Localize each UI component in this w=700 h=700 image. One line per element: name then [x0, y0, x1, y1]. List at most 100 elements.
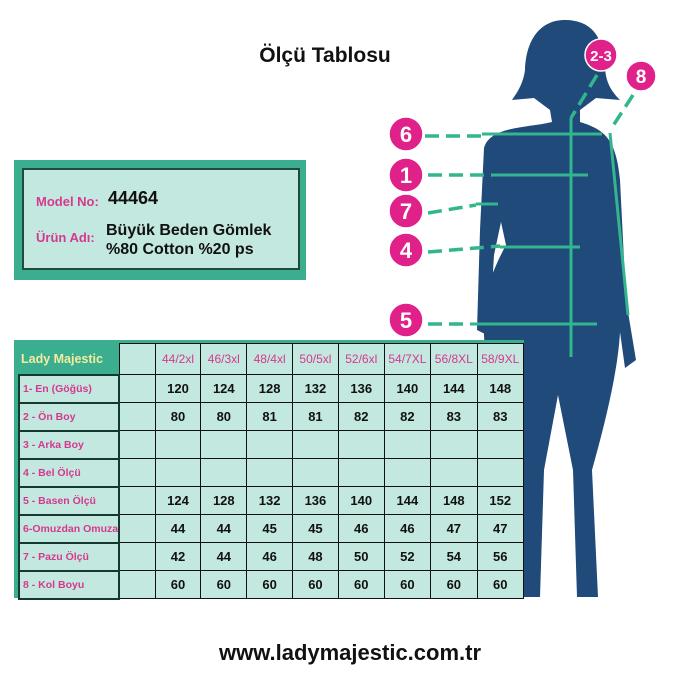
size-table: Lady Majestic 44/2xl 46/3xl 48/4xl 50/5xl 52… — [14, 340, 525, 600]
size-header: 52/6xl — [337, 343, 385, 375]
table-cell — [430, 430, 478, 459]
table-cell — [292, 458, 339, 487]
svg-text:4: 4 — [400, 238, 413, 263]
blank-cell — [118, 542, 156, 571]
table-cell — [430, 458, 478, 487]
product-composition: %80 Cotton %20 ps — [106, 241, 254, 258]
table-cell: 45 — [246, 514, 294, 543]
model-label: Model No: — [36, 194, 99, 209]
svg-text:5: 5 — [400, 308, 412, 333]
table-cell: 46 — [246, 542, 294, 571]
table-cell: 124 — [154, 486, 202, 515]
blank-cell — [118, 374, 156, 403]
table-cell: 46 — [337, 514, 385, 543]
table-row: 8 - Kol Boyu 60 60 60 60 60 60 60 60 — [17, 569, 525, 600]
size-header: 46/3xl — [200, 343, 248, 375]
table-cell: 80 — [200, 402, 248, 431]
size-header: 50/5xl — [292, 343, 339, 375]
table-cell — [154, 430, 202, 459]
table-cell: 152 — [476, 486, 525, 515]
table-cell: 140 — [383, 374, 432, 403]
table-cell: 148 — [476, 374, 525, 403]
table-cell — [383, 430, 432, 459]
table-cell: 83 — [476, 402, 525, 431]
table-cell: 148 — [430, 486, 478, 515]
table-cell: 82 — [337, 402, 385, 431]
table-cell: 47 — [430, 514, 478, 543]
badge-6: 6 — [388, 116, 424, 152]
table-cell: 132 — [246, 486, 294, 515]
table-cell: 60 — [200, 570, 248, 599]
badge-4: 4 — [388, 232, 424, 268]
badge-2-3: 2-3 — [584, 38, 618, 72]
row-label: 5 - Basen Ölçü — [17, 485, 121, 516]
row-label: 3 - Arka Boy — [17, 429, 121, 460]
badge-7: 7 — [388, 193, 424, 229]
table-cell: 140 — [337, 486, 385, 515]
row-label: 8 - Kol Boyu — [17, 569, 121, 600]
table-cell: 46 — [383, 514, 432, 543]
table-cell — [200, 430, 248, 459]
model-value: 44464 — [108, 188, 159, 208]
svg-text:7: 7 — [400, 199, 412, 224]
table-cell: 128 — [246, 374, 294, 403]
blank-cell — [118, 343, 156, 375]
table-cell — [292, 430, 339, 459]
sleeve-line — [608, 132, 630, 316]
website-url[interactable]: www.ladymajestic.com.tr — [218, 640, 482, 665]
blank-cell — [118, 430, 156, 459]
table-cell: 60 — [154, 570, 202, 599]
row-label: 1- En (Göğüs) — [17, 373, 121, 404]
table-cell: 81 — [292, 402, 339, 431]
table-cell: 60 — [337, 570, 385, 599]
table-cell: 120 — [154, 374, 202, 403]
table-cell — [200, 458, 248, 487]
table-cell: 60 — [430, 570, 478, 599]
table-cell — [246, 458, 294, 487]
svg-text:1: 1 — [400, 163, 412, 188]
row-label: 4 - Bel Ölçü — [17, 457, 121, 488]
table-cell: 128 — [200, 486, 248, 515]
table-row: 6-Omuzdan Omuza 44 44 45 45 46 46 47 47 — [17, 513, 525, 544]
table-cell: 83 — [430, 402, 478, 431]
table-cell: 60 — [292, 570, 339, 599]
table-cell: 144 — [430, 374, 478, 403]
table-cell — [337, 458, 385, 487]
table-row: 2 - Ön Boy 80 80 81 81 82 82 83 83 — [17, 401, 525, 432]
table-cell — [383, 458, 432, 487]
table-cell: 44 — [200, 514, 248, 543]
table-cell: 60 — [383, 570, 432, 599]
size-header: 48/4xl — [246, 343, 294, 375]
table-cell: 56 — [476, 542, 525, 571]
blank-cell — [118, 458, 156, 487]
table-cell: 44 — [200, 542, 248, 571]
table-cell: 48 — [292, 542, 339, 571]
table-cell: 60 — [476, 570, 525, 599]
blank-cell — [118, 402, 156, 431]
badge-1: 1 — [388, 157, 424, 193]
table-cell: 52 — [383, 542, 432, 571]
row-label: 2 - Ön Boy — [17, 401, 121, 432]
brand-label: Lady Majestic — [19, 343, 120, 375]
table-cell: 136 — [337, 374, 385, 403]
badge-5: 5 — [388, 302, 424, 338]
table-cell — [476, 458, 525, 487]
table-cell — [337, 430, 385, 459]
size-header: 58/9XL — [476, 343, 525, 375]
table-cell — [246, 430, 294, 459]
table-row: 1- En (Göğüs) 120 124 128 132 136 140 144 148 — [17, 373, 525, 404]
row-label: 7 - Pazu Ölçü — [17, 541, 121, 572]
table-cell: 132 — [292, 374, 339, 403]
svg-text:2-3: 2-3 — [590, 48, 612, 65]
table-header-row: Lady Majestic 44/2xl 46/3xl 48/4xl 50/5xl 52… — [19, 343, 525, 375]
size-header: 56/8XL — [430, 343, 478, 375]
table-cell: 136 — [292, 486, 339, 515]
svg-text:6: 6 — [400, 122, 412, 147]
table-row: 5 - Basen Ölçü 124 128 132 136 140 144 148 152 — [17, 485, 525, 516]
blank-cell — [118, 570, 156, 599]
table-cell: 45 — [292, 514, 339, 543]
table-cell: 54 — [430, 542, 478, 571]
page-title: Ölçü Tablosu — [259, 44, 391, 67]
table-row: 4 - Bel Ölçü — [17, 457, 525, 488]
table-cell: 124 — [200, 374, 248, 403]
